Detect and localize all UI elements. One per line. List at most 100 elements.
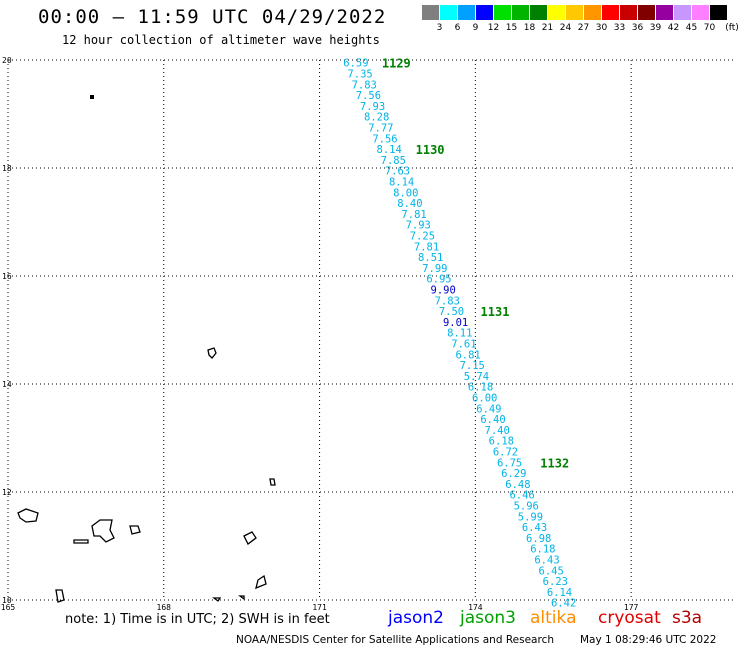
legend-swatch — [710, 5, 727, 20]
swh-value: 6.18 — [468, 382, 493, 394]
island — [55, 589, 65, 603]
legend-label: 9 — [472, 23, 479, 33]
legend-swatch — [494, 5, 511, 20]
island — [243, 531, 257, 545]
legend-unit: (ft) — [725, 23, 739, 33]
legend-swatch — [440, 5, 457, 20]
island — [207, 347, 217, 359]
swh-value: 6.23 — [543, 576, 568, 588]
swh-value: 7.83 — [352, 79, 377, 91]
legend-label: 12 — [487, 23, 500, 33]
legend-label: 42 — [667, 23, 680, 33]
swh-value: 8.28 — [364, 112, 389, 124]
legend-swatch — [638, 5, 655, 20]
swh-value: 6.75 — [497, 457, 522, 469]
legend-swatch — [620, 5, 637, 20]
swh-value: 7.83 — [435, 295, 460, 307]
swh-value: 8.40 — [397, 198, 422, 210]
swh-value: 7.93 — [360, 101, 385, 113]
island — [17, 508, 39, 523]
legend-label: 45 — [685, 23, 698, 33]
swh-value: 6.98 — [526, 533, 551, 545]
legend-swatch — [476, 5, 493, 20]
swh-value: 7.50 — [439, 306, 464, 318]
swh-value: 7.93 — [406, 220, 431, 232]
swh-value: 6.29 — [501, 468, 526, 480]
longitude-label: 171 — [312, 603, 327, 612]
swh-value: 7.63 — [385, 166, 410, 178]
swh-value: 9.01 — [443, 317, 468, 329]
legend-swatch — [584, 5, 601, 20]
swh-value: 7.61 — [451, 339, 476, 351]
coastlines — [17, 95, 276, 603]
satellite-jason2: jason2 — [388, 608, 444, 628]
swh-value: 6.18 — [489, 436, 514, 448]
swh-value: 6.81 — [455, 349, 480, 361]
legend-label: 21 — [541, 23, 554, 33]
pass-time-label: 1130 — [416, 143, 445, 157]
swh-value: 6.00 — [472, 393, 497, 405]
longitude-label: 174 — [468, 603, 483, 612]
swh-value: 6.48 — [505, 479, 530, 491]
swh-value: 7.56 — [372, 133, 397, 145]
map-title: 00:00 – 11:59 UTC 04/29/2022 — [38, 6, 387, 28]
longitude-label: 165 — [1, 603, 16, 612]
swh-value: 8.00 — [393, 187, 418, 199]
swh-value: 8.51 — [418, 252, 443, 264]
island — [73, 539, 89, 544]
legend-label: 36 — [631, 23, 644, 33]
legend-swatch — [458, 5, 475, 20]
legend-swatch — [422, 5, 439, 20]
legend-swatch — [566, 5, 583, 20]
swh-value: 6.49 — [476, 403, 501, 415]
legend-swatch — [548, 5, 565, 20]
axis-labels: 165 168 171 174 177 20 18 16 14 12 10 — [1, 56, 639, 612]
swh-value: 6.14 — [547, 587, 572, 599]
legend-swatch — [602, 5, 619, 20]
satellite-jason3: jason3 — [460, 608, 516, 628]
legend-label: 3 — [436, 23, 443, 33]
swh-value: 7.81 — [414, 241, 439, 253]
swh-value: 6.45 — [539, 565, 564, 577]
island — [212, 597, 222, 602]
satellite-altika: altika — [530, 608, 577, 628]
latitude-label: 16 — [2, 272, 12, 281]
swh-value: 6.59 — [343, 58, 368, 70]
generation-timestamp: May 1 08:29:46 UTC 2022 — [580, 634, 717, 646]
map-subtitle: 12 hour collection of altimeter wave hei… — [62, 33, 380, 47]
island — [91, 519, 115, 543]
island — [90, 95, 94, 99]
swh-value: 6.43 — [522, 522, 547, 534]
swh-value: 5.74 — [464, 371, 489, 383]
swh-value: 7.25 — [410, 231, 435, 243]
satellite-s3a: s3a — [672, 608, 703, 628]
swh-value: 6.95 — [426, 274, 451, 286]
island — [269, 478, 276, 486]
swh-value: 7.99 — [422, 263, 447, 275]
legend-label: 18 — [523, 23, 536, 33]
legend-swatch — [674, 5, 691, 20]
longitude-label: 168 — [157, 603, 172, 612]
swh-value: 7.85 — [381, 155, 406, 167]
swh-value: 6.18 — [530, 544, 555, 556]
swh-value: 5.99 — [518, 511, 543, 523]
latitude-label: 18 — [2, 164, 12, 173]
legend-label: 30 — [595, 23, 608, 33]
swh-value: 7.56 — [356, 90, 381, 102]
swh-value: 7.35 — [347, 69, 372, 81]
swh-value: 6.42 — [551, 598, 576, 610]
swh-value: 8.11 — [447, 328, 472, 340]
legend-swatch — [656, 5, 673, 20]
credit-line: NOAA/NESDIS Center for Satellite Applica… — [236, 634, 554, 646]
swh-value: 7.40 — [485, 425, 510, 437]
footer-note: note: 1) Time is in UTC; 2) SWH is in fe… — [65, 612, 330, 627]
swh-value: 6.72 — [493, 447, 518, 459]
pass-time-label: 1129 — [382, 57, 411, 71]
legend-label: 27 — [577, 23, 590, 33]
swh-value: 5.96 — [514, 501, 539, 513]
legend-label: 6 — [454, 23, 461, 33]
island — [255, 574, 267, 590]
swh-value: 8.14 — [389, 177, 414, 189]
swh-value: 9.90 — [431, 285, 456, 297]
